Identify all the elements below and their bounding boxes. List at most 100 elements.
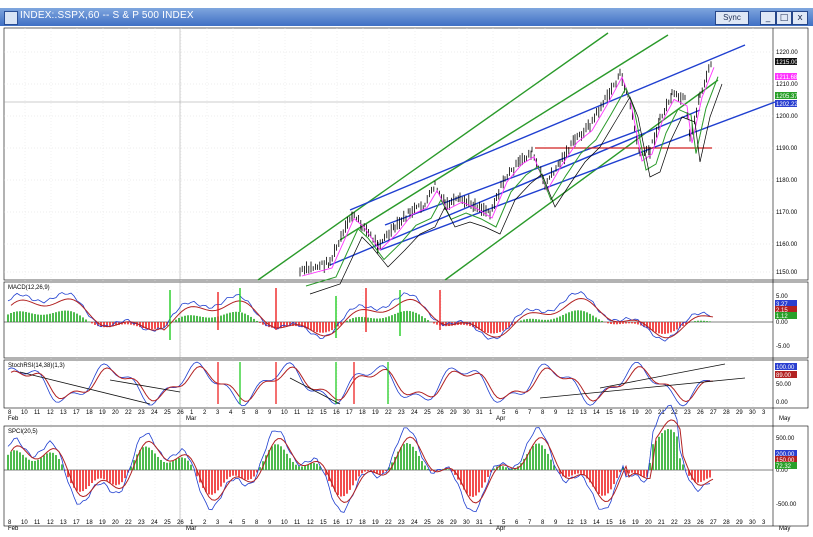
stoch-tags: 100.00 89.00 <box>775 363 797 379</box>
axis-tick-label: 5.00 <box>776 294 788 300</box>
date-tick: 30 <box>749 410 756 416</box>
date-tick: 23 <box>684 520 691 526</box>
blue-channel-lower[interactable] <box>379 101 776 251</box>
date-tick: 1 <box>190 410 194 416</box>
date-tick: 27 <box>710 410 717 416</box>
date-tick: 17 <box>73 410 80 416</box>
macd-tags: 3.272.151.12 <box>775 300 797 320</box>
date-tick: 22 <box>385 410 392 416</box>
macd-markers <box>169 288 441 340</box>
date-tick: 16 <box>333 520 340 526</box>
trend-lines[interactable] <box>257 32 776 281</box>
stoch-panel[interactable] <box>3 359 809 409</box>
date-tick: 18 <box>359 520 366 526</box>
month-label: May <box>779 526 790 532</box>
value-tag-text: 89.00 <box>776 373 792 379</box>
price-panel[interactable] <box>3 27 809 281</box>
date-tick: 9 <box>268 410 272 416</box>
macd-lines <box>7 291 714 342</box>
date-tick: 5 <box>502 410 506 416</box>
value-tag <box>775 92 797 99</box>
value-tag <box>775 306 797 313</box>
window-menu-icon[interactable] <box>4 11 18 25</box>
maximize-button[interactable]: □ <box>776 11 792 25</box>
date-tick: 11 <box>34 410 41 416</box>
price-axis: 1220.00 1210.00 1200.00 1190.00 1180.00 1170.… <box>776 50 798 276</box>
axis-tick-label: -5.00 <box>776 344 790 350</box>
green-channel-mid[interactable] <box>339 34 669 241</box>
close-button[interactable]: x <box>792 11 808 25</box>
date-tick: 23 <box>684 410 691 416</box>
value-tag-text: 2.15 <box>776 308 788 314</box>
axis-tick-label: 1200.00 <box>776 114 798 120</box>
date-tick: 25 <box>164 520 171 526</box>
date-tick: 30 <box>463 520 470 526</box>
date-tick: 2 <box>203 410 207 416</box>
axis-tick-label: 1220.00 <box>776 50 798 56</box>
date-tick: 5 <box>242 410 246 416</box>
green-channel-upper[interactable] <box>257 32 609 281</box>
date-tick: 12 <box>567 520 574 526</box>
sync-button[interactable]: Sync <box>715 11 749 25</box>
date-tick: 25 <box>424 410 431 416</box>
blue-channel-mid-1[interactable] <box>384 129 641 226</box>
green-channel-lower[interactable] <box>444 79 719 281</box>
date-tick: 26 <box>697 410 704 416</box>
date-tick: 3 <box>762 410 766 416</box>
window-title: INDEX:.SSPX,60 -- S & P 500 INDEX <box>20 10 194 21</box>
date-tick: 26 <box>177 520 184 526</box>
value-tag-text: 1215.00 <box>776 60 798 66</box>
blue-channel-upper[interactable] <box>349 44 746 211</box>
value-tag <box>775 462 797 469</box>
date-tick: 12 <box>307 520 314 526</box>
date-tick: 3 <box>216 520 220 526</box>
value-tag <box>775 363 797 370</box>
value-tag-text: 3.27 <box>776 302 788 308</box>
date-tick: 6 <box>515 410 519 416</box>
axis-tick-label: 500.00 <box>776 436 795 442</box>
date-tick: 30 <box>463 410 470 416</box>
macd-panel[interactable] <box>3 281 809 359</box>
date-tick: 8 <box>541 410 545 416</box>
title-bar[interactable]: INDEX:.SSPX,60 -- S & P 500 INDEX Sync _… <box>0 8 813 26</box>
date-tick: 23 <box>138 520 145 526</box>
date-tick: 28 <box>723 410 730 416</box>
date-tick: 22 <box>125 410 132 416</box>
date-tick: 29 <box>450 410 457 416</box>
date-tick: 4 <box>229 520 233 526</box>
value-tag-text: 150.00 <box>776 458 795 464</box>
date-tick: 26 <box>437 410 444 416</box>
date-tick: 5 <box>242 520 246 526</box>
axis-tick-label: 1150.00 <box>776 270 798 276</box>
axis-tick-label: 1180.00 <box>776 178 798 184</box>
date-tick: 13 <box>580 410 587 416</box>
date-tick: 19 <box>99 520 106 526</box>
date-tick: 9 <box>554 520 558 526</box>
date-tick: 12 <box>47 410 54 416</box>
date-tick: 20 <box>645 410 652 416</box>
grid-lines <box>4 28 773 526</box>
date-tick: 28 <box>723 520 730 526</box>
value-tag <box>775 371 797 378</box>
axis-tick-label: 0.00 <box>776 400 788 406</box>
value-tag <box>775 300 797 307</box>
value-tag-text: 1.12 <box>776 314 788 320</box>
date-tick: 1 <box>190 520 194 526</box>
price-bars[interactable] <box>299 61 723 295</box>
date-tick: 26 <box>177 410 184 416</box>
date-tick: 16 <box>333 410 340 416</box>
date-tick: 10 <box>21 410 28 416</box>
month-label: Mar <box>186 416 196 422</box>
date-tick: 24 <box>411 520 418 526</box>
date-tick: 16 <box>619 410 626 416</box>
value-tag <box>775 100 797 107</box>
date-tick: 3 <box>216 410 220 416</box>
month-label: May <box>779 416 790 422</box>
date-tick: 3 <box>762 520 766 526</box>
minimize-button[interactable]: _ <box>760 11 776 25</box>
date-tick: 22 <box>385 520 392 526</box>
month-label: Apr <box>496 526 505 532</box>
